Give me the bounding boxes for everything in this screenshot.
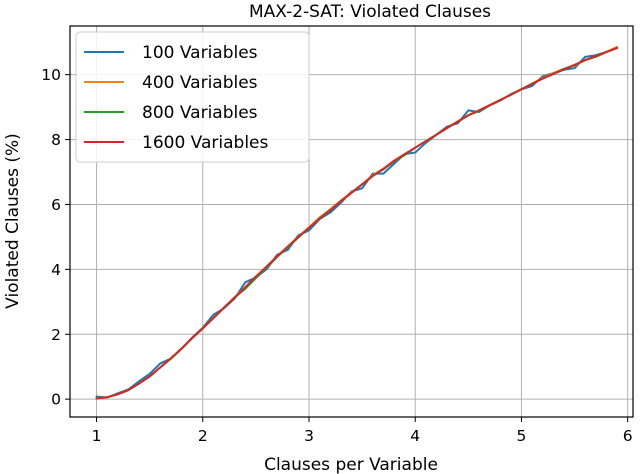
legend-label: 800 Variables — [142, 103, 258, 123]
axes-frame — [69, 25, 634, 418]
y-tick-label: 6 — [51, 196, 61, 214]
y-tick-label: 2 — [51, 326, 61, 344]
y-tick-label: 10 — [41, 66, 61, 84]
x-tick-label: 2 — [198, 427, 208, 445]
legend-label: 1600 Variables — [142, 133, 268, 153]
series-lines — [95, 46, 619, 400]
x-tick-label: 6 — [623, 427, 633, 445]
y-tick-label: 4 — [51, 261, 61, 279]
x-tick-label: 4 — [410, 427, 420, 445]
y-tick-label: 0 — [51, 391, 61, 409]
y-axis-label: Violated Clauses (%) — [3, 133, 23, 309]
legend-label: 400 Variables — [142, 73, 258, 93]
axis-ticks: 1 2 3 4 5 6 0 2 4 6 8 10 — [41, 66, 632, 445]
legend-box — [75, 31, 310, 163]
legend-label: 100 Variables — [142, 43, 258, 63]
x-axis-label: Clauses per Variable — [264, 455, 438, 474]
y-tick-label: 8 — [51, 131, 61, 149]
x-tick-label: 5 — [517, 427, 527, 445]
x-tick-label: 3 — [304, 427, 314, 445]
chart-title: MAX-2-SAT: Violated Clauses — [249, 2, 491, 22]
series-line-1600-variables — [95, 47, 619, 400]
legend: 100 Variables 400 Variables 800 Variables 1… — [75, 31, 310, 163]
x-tick-label: 1 — [92, 427, 102, 445]
